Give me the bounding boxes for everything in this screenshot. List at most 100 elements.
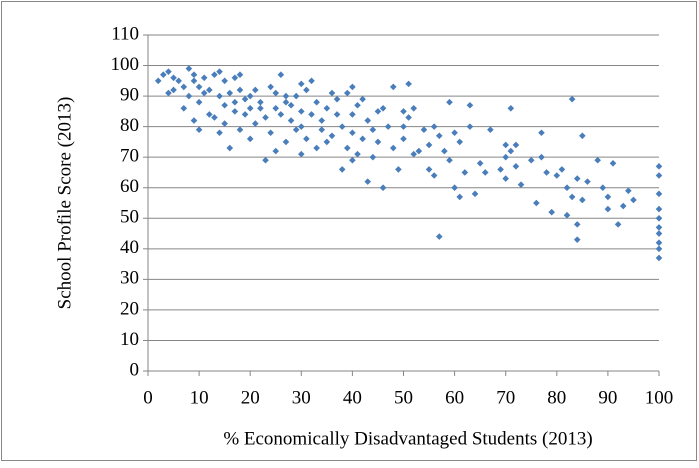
point: [165, 89, 172, 97]
point: [384, 123, 392, 130]
point: [619, 202, 627, 210]
point: [446, 98, 453, 106]
point: [655, 214, 663, 222]
point: [655, 172, 663, 179]
x-tick-label: 50: [394, 387, 413, 408]
point: [267, 129, 274, 137]
point: [568, 95, 576, 103]
point: [415, 147, 423, 155]
point: [379, 184, 387, 192]
point: [369, 153, 377, 161]
point: [190, 71, 198, 79]
point: [206, 86, 213, 94]
y-axis-label: School Profile Score (2013): [54, 97, 75, 310]
point: [456, 193, 464, 201]
point: [211, 71, 218, 79]
point: [359, 95, 366, 103]
point: [364, 178, 372, 185]
point: [573, 175, 581, 182]
point: [533, 199, 540, 207]
point: [487, 126, 494, 133]
point: [195, 98, 203, 106]
point: [170, 86, 177, 94]
point: [446, 156, 453, 164]
point: [502, 175, 509, 182]
point: [282, 138, 290, 146]
point: [558, 166, 566, 173]
y-tick-label: 110: [111, 23, 139, 44]
x-tick-label: 80: [547, 387, 566, 408]
point: [655, 245, 663, 253]
point: [614, 221, 622, 228]
x-tick-label: 30: [292, 387, 311, 408]
point: [246, 105, 254, 112]
y-tick-label: 20: [120, 298, 139, 319]
point: [257, 105, 264, 112]
point: [400, 135, 407, 143]
point: [400, 108, 407, 115]
point: [246, 135, 254, 143]
point: [410, 150, 418, 158]
point: [252, 120, 259, 127]
point: [548, 208, 555, 216]
point: [430, 172, 438, 179]
point: [221, 120, 228, 127]
point: [277, 111, 285, 118]
point: [262, 114, 269, 121]
x-tick-label: 100: [645, 387, 674, 408]
point: [655, 224, 663, 231]
point: [287, 101, 295, 109]
point: [313, 98, 320, 106]
point: [517, 181, 525, 188]
point: [241, 111, 249, 118]
y-tick-label: 60: [120, 176, 139, 197]
point: [502, 141, 509, 149]
point: [579, 132, 586, 140]
point: [282, 98, 290, 106]
point: [625, 187, 632, 195]
point: [461, 169, 469, 176]
point: [471, 190, 479, 198]
point: [185, 65, 193, 72]
point: [425, 166, 433, 173]
point: [298, 108, 305, 115]
point: [389, 144, 397, 152]
point: [584, 178, 591, 185]
point: [165, 68, 172, 75]
point: [308, 77, 315, 85]
point: [272, 105, 280, 112]
point: [435, 233, 443, 240]
point: [160, 71, 167, 79]
point: [231, 108, 239, 115]
point: [221, 77, 228, 85]
point: [655, 205, 663, 213]
point: [175, 77, 182, 85]
point: [430, 123, 438, 130]
y-tick-label: 50: [120, 207, 139, 228]
point: [512, 163, 520, 170]
point: [308, 111, 315, 118]
point: [400, 123, 407, 130]
point: [303, 135, 310, 143]
point: [272, 147, 280, 155]
point: [323, 105, 331, 112]
point: [262, 156, 269, 164]
x-tick-label: 10: [190, 387, 209, 408]
point: [190, 77, 198, 85]
point: [451, 129, 458, 137]
point: [553, 172, 561, 179]
point: [395, 166, 402, 173]
point: [313, 144, 320, 152]
point: [216, 129, 223, 137]
point: [298, 123, 305, 130]
point: [236, 71, 244, 79]
point: [543, 169, 550, 176]
point: [257, 98, 264, 106]
point: [323, 138, 331, 146]
point: [318, 126, 326, 133]
point: [655, 190, 663, 198]
point: [349, 83, 356, 91]
point: [573, 236, 581, 243]
point: [236, 86, 244, 94]
